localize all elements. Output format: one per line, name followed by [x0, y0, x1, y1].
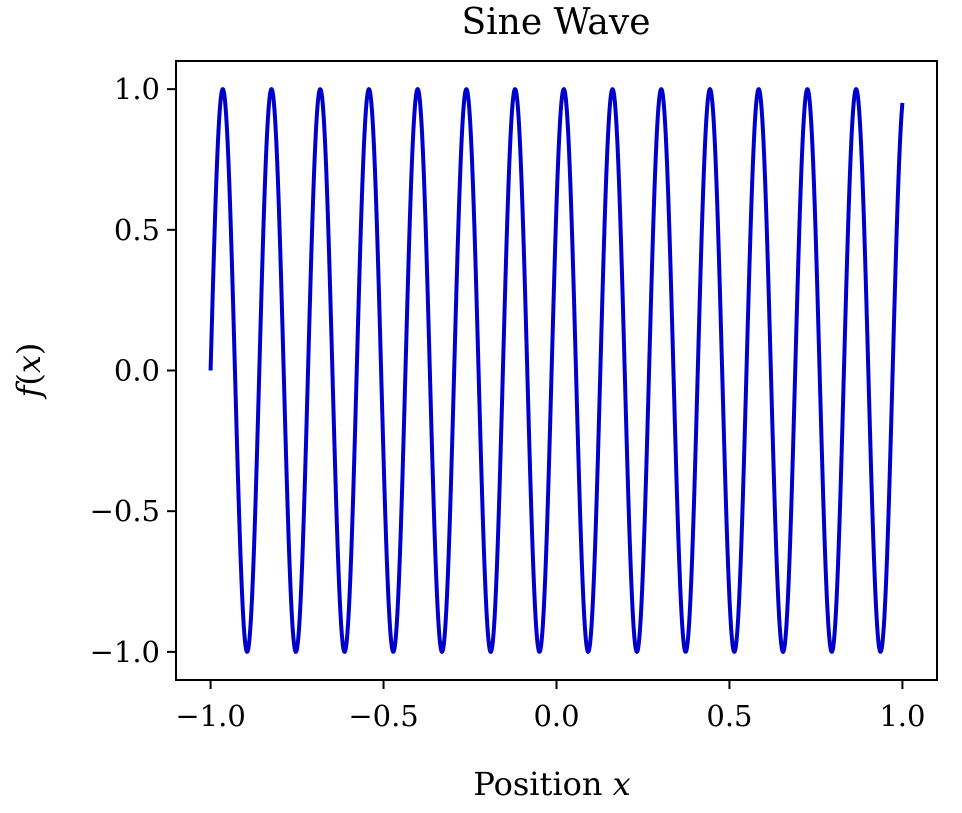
sine-series-line [208, 87, 905, 654]
x-tick-label: −1.0 [175, 699, 245, 733]
chart-title: Sine Wave [461, 2, 650, 43]
x-axis-label: Position x [473, 765, 630, 803]
x-tick-label: −0.5 [348, 699, 418, 733]
y-tick-label: 0.0 [114, 354, 160, 388]
y-axis-label: f(x) [10, 343, 48, 400]
y-tick-label: 1.0 [114, 72, 160, 106]
y-tick-label: −0.5 [90, 494, 160, 528]
x-axis-ticks: −1.0 −0.5 0.0 0.5 1.0 [175, 680, 925, 733]
x-tick-label: 0.5 [706, 699, 752, 733]
plot-area [175, 60, 938, 681]
x-tick-label: 1.0 [879, 699, 925, 733]
y-tick-label: −1.0 [90, 635, 160, 669]
y-axis-ticks: −1.0 −0.5 0.0 0.5 1.0 [90, 72, 176, 669]
y-tick-label: 0.5 [114, 213, 160, 247]
x-tick-label: 0.0 [533, 699, 579, 733]
